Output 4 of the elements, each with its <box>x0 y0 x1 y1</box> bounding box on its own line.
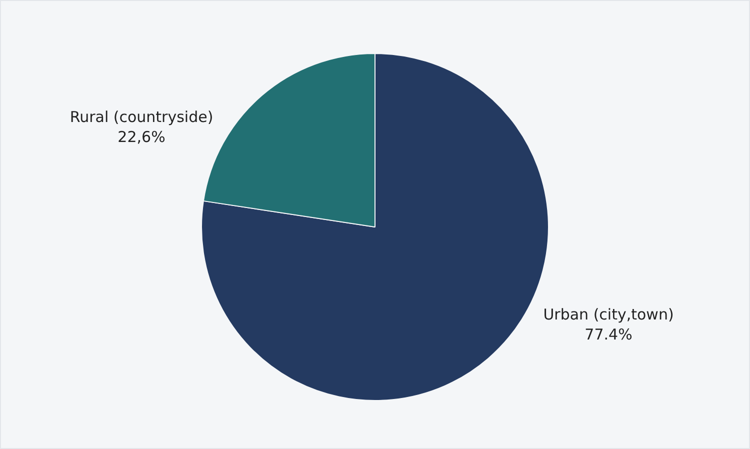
data-label: 22,6% <box>118 128 166 146</box>
data-label: 77.4% <box>584 326 632 344</box>
slice-label: Rural (countryside) <box>70 108 214 126</box>
slice-label: Urban (city,town) <box>543 306 674 324</box>
